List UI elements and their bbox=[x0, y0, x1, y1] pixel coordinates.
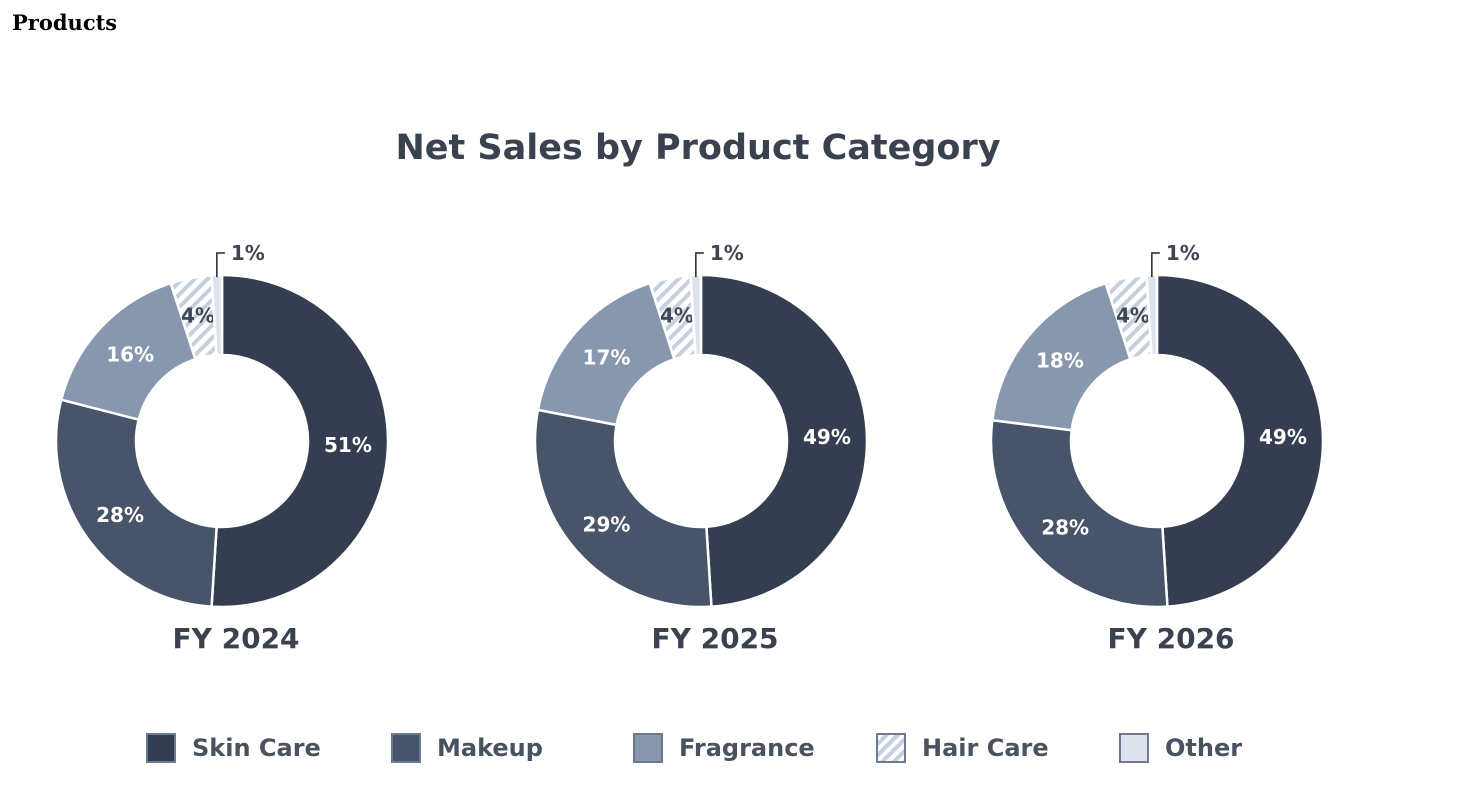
fragrance-data-label: 16% bbox=[106, 343, 154, 367]
other-callout-line bbox=[695, 252, 704, 278]
makeup-slice bbox=[989, 418, 1169, 609]
legend-item-makeup: Makeup bbox=[391, 726, 543, 770]
fragrance-data-label: 18% bbox=[1036, 349, 1084, 373]
fragrance-slice bbox=[536, 281, 676, 427]
makeup-data-label: 29% bbox=[583, 512, 631, 536]
legend-item-skin-care: Skin Care bbox=[146, 726, 321, 770]
other-data-label: 1% bbox=[231, 241, 265, 265]
skin-care-data-label: 49% bbox=[1259, 425, 1307, 449]
makeup-slice bbox=[533, 408, 713, 609]
fiscal-year-label: FY 2024 bbox=[172, 622, 299, 655]
hair-care-hatched-swatch-icon bbox=[876, 733, 906, 763]
donut-chart-3: 49% 28% 18% 4% 1% FY 2026 bbox=[989, 241, 1325, 655]
other-data-label: 1% bbox=[1166, 241, 1200, 265]
hair-care-data-label: 4% bbox=[660, 303, 694, 327]
legend: Skin Care Makeup Fragrance Hair Care Oth… bbox=[0, 726, 1466, 770]
chart-title: Net Sales by Product Category bbox=[395, 128, 1001, 168]
other-data-label: 1% bbox=[710, 241, 744, 265]
skin-care-data-label: 51% bbox=[324, 433, 372, 457]
makeup-data-label: 28% bbox=[96, 503, 144, 527]
legend-label: Skin Care bbox=[192, 734, 321, 762]
hair-care-data-label: 4% bbox=[181, 303, 215, 327]
page-heading: Products bbox=[12, 10, 118, 35]
hair-care-data-label: 4% bbox=[1116, 303, 1150, 327]
skin-care-slice bbox=[1155, 273, 1325, 608]
other-slice bbox=[1145, 273, 1159, 357]
other-slice bbox=[210, 273, 224, 357]
other-callout-line bbox=[1151, 252, 1160, 278]
fiscal-year-label: FY 2026 bbox=[1107, 622, 1234, 655]
makeup-slice bbox=[54, 398, 218, 608]
makeup-swatch-icon bbox=[391, 733, 421, 763]
legend-item-hair-care: Hair Care bbox=[876, 726, 1049, 770]
fragrance-data-label: 17% bbox=[583, 346, 631, 370]
other-callout-line bbox=[216, 252, 225, 278]
legend-label: Hair Care bbox=[922, 734, 1049, 762]
legend-item-other: Other bbox=[1119, 726, 1242, 770]
skin-care-swatch-icon bbox=[146, 733, 176, 763]
skin-care-slice bbox=[210, 273, 390, 609]
makeup-data-label: 28% bbox=[1041, 515, 1089, 539]
donut-chart-1: 51% 28% 16% 4% 1% FY 2024 bbox=[54, 241, 390, 655]
donut-chart-2: 49% 29% 17% 4% 1% FY 2025 bbox=[533, 241, 869, 655]
other-slice bbox=[689, 273, 703, 357]
other-swatch-icon bbox=[1119, 733, 1149, 763]
fragrance-swatch-icon bbox=[633, 733, 663, 763]
skin-care-slice bbox=[699, 273, 869, 608]
skin-care-data-label: 49% bbox=[803, 425, 851, 449]
legend-label: Makeup bbox=[437, 734, 543, 762]
fragrance-slice bbox=[990, 281, 1132, 432]
legend-label: Other bbox=[1165, 734, 1243, 762]
legend-label: Fragrance bbox=[679, 734, 815, 762]
legend-item-fragrance: Fragrance bbox=[633, 726, 815, 770]
fiscal-year-label: FY 2025 bbox=[651, 622, 778, 655]
